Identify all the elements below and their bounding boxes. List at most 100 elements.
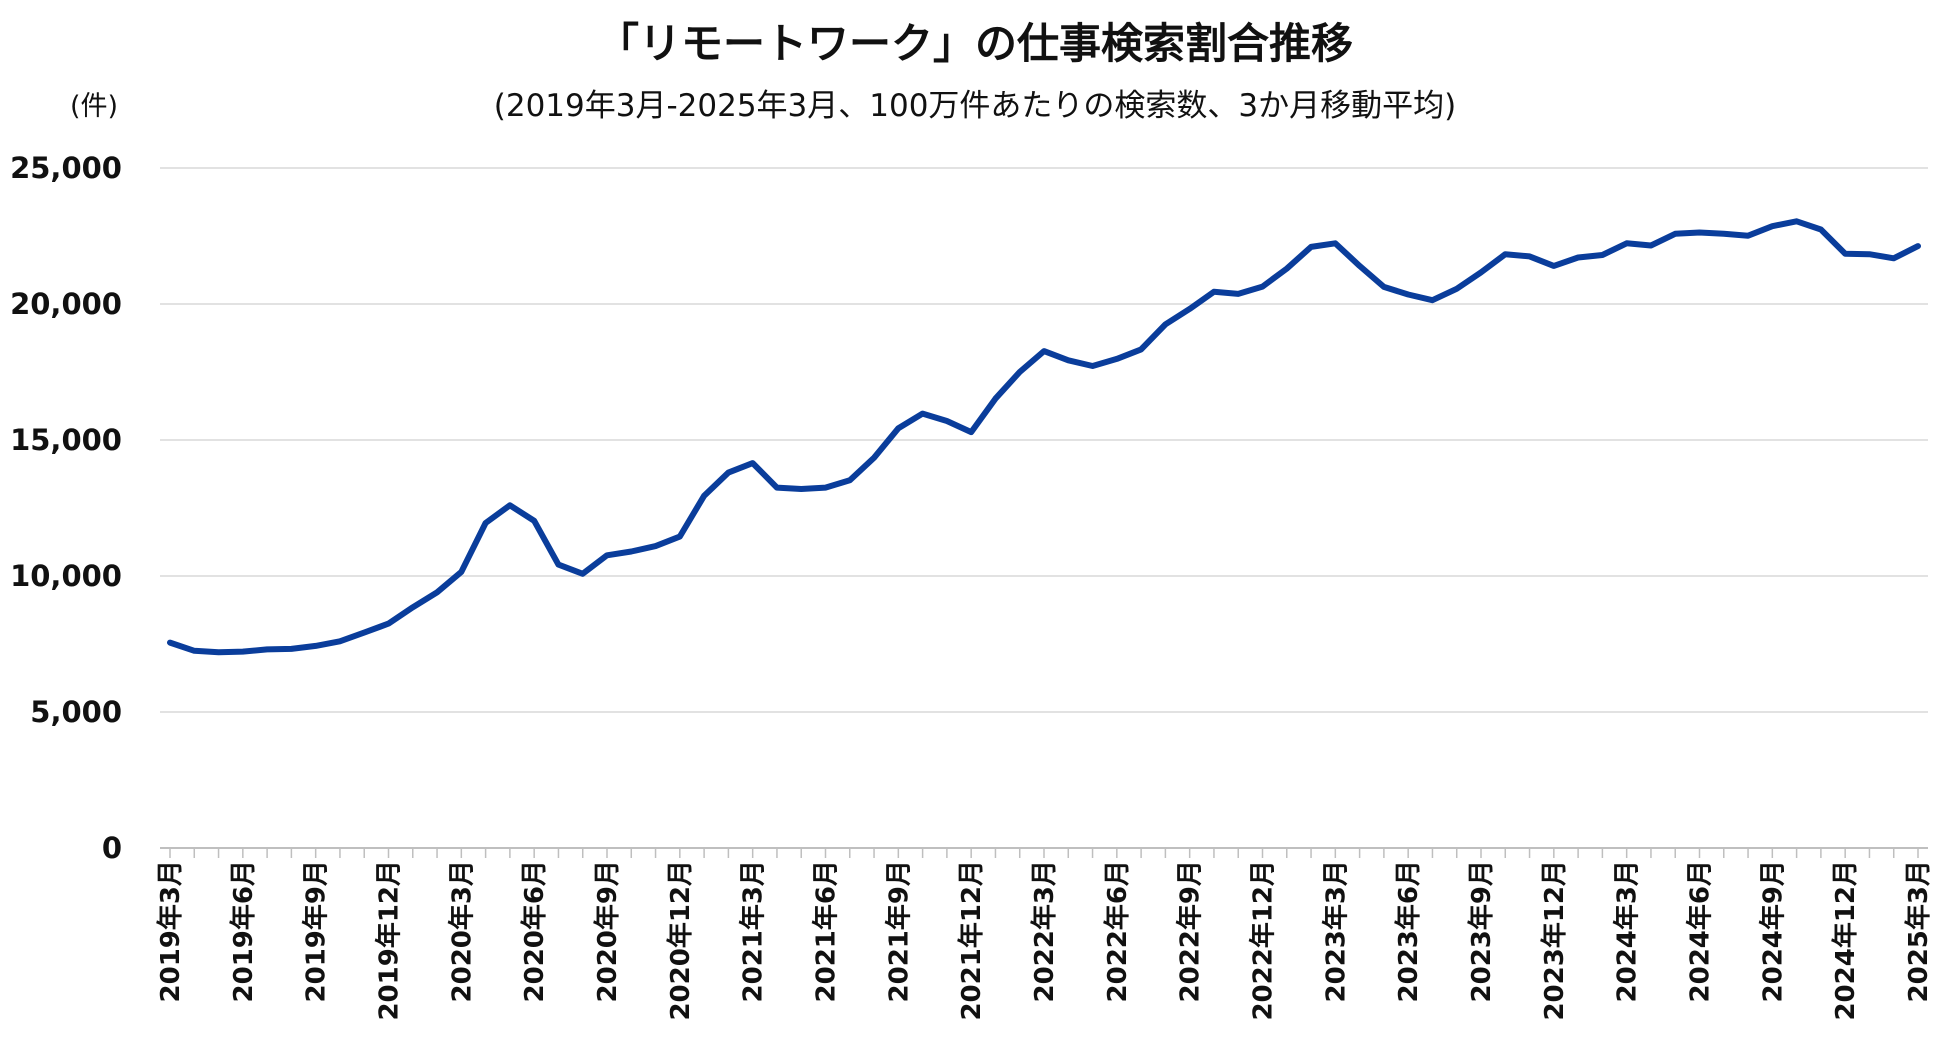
y-axis: 0 5,000 10,000 15,000 20,000 25,000 xyxy=(10,151,122,865)
data-point xyxy=(458,569,464,575)
chart-subtitle: (2019年3月-2025年3月、100万件あたりの検索数、3か月移動平均) xyxy=(493,88,1457,124)
y-tick-label: 5,000 xyxy=(30,695,122,729)
data-point xyxy=(1235,291,1241,297)
data-point xyxy=(677,534,683,540)
data-point xyxy=(531,518,537,524)
x-tick-label: 2024年6月 xyxy=(1685,860,1716,1002)
data-point xyxy=(628,549,634,555)
data-point xyxy=(1187,306,1193,312)
x-tick-label: 2023年12月 xyxy=(1539,860,1570,1021)
data-point xyxy=(847,477,853,483)
x-tick-label: 2022年3月 xyxy=(1029,860,1060,1002)
data-point xyxy=(337,638,343,644)
data-point xyxy=(1818,226,1824,232)
data-point xyxy=(1842,251,1848,257)
data-point xyxy=(1478,269,1484,275)
x-tick-label: 2025年3月 xyxy=(1903,860,1934,1002)
data-point xyxy=(701,493,707,499)
data-point xyxy=(823,485,829,491)
x-tick-label: 2019年6月 xyxy=(228,860,259,1002)
x-tick-label: 2020年12月 xyxy=(665,860,696,1021)
y-tick-label: 15,000 xyxy=(10,423,122,457)
x-tick-label: 2023年9月 xyxy=(1466,860,1497,1002)
data-point xyxy=(386,621,392,627)
data-point xyxy=(1794,218,1800,224)
data-point xyxy=(580,571,586,577)
x-tick-label: 2021年3月 xyxy=(738,860,769,1002)
data-point xyxy=(895,425,901,431)
data-point xyxy=(653,543,659,549)
data-point xyxy=(1891,255,1897,261)
data-point xyxy=(1065,357,1071,363)
data-point xyxy=(774,485,780,491)
data-point xyxy=(1915,243,1921,249)
data-point xyxy=(1381,284,1387,290)
series-layer xyxy=(167,218,1921,656)
data-point xyxy=(167,640,173,646)
data-point xyxy=(555,562,561,568)
data-point xyxy=(1648,243,1654,249)
data-point xyxy=(798,486,804,492)
y-tick-label: 20,000 xyxy=(10,287,122,321)
data-point xyxy=(483,520,489,526)
y-tick-label: 25,000 xyxy=(10,151,122,185)
data-point xyxy=(434,589,440,595)
x-tick-label: 2020年6月 xyxy=(519,860,550,1002)
data-point xyxy=(1721,231,1727,237)
data-point xyxy=(1332,240,1338,246)
data-point xyxy=(507,502,513,508)
x-tick-label: 2023年6月 xyxy=(1393,860,1424,1002)
grid-layer xyxy=(160,167,1928,713)
x-tick-label: 2024年3月 xyxy=(1612,860,1643,1002)
data-point xyxy=(264,646,270,652)
data-point xyxy=(1527,253,1533,259)
data-point xyxy=(968,429,974,435)
x-tick-label: 2021年12月 xyxy=(956,860,987,1021)
data-point xyxy=(1454,286,1460,292)
data-point xyxy=(1017,369,1023,375)
data-point xyxy=(1308,244,1314,250)
x-tick-label: 2019年12月 xyxy=(374,860,405,1021)
y-tick-label: 10,000 xyxy=(10,559,122,593)
data-point xyxy=(1041,348,1047,354)
data-point xyxy=(361,630,367,636)
data-point xyxy=(1429,297,1435,303)
data-point xyxy=(1114,356,1120,362)
data-point xyxy=(1405,291,1411,297)
data-point xyxy=(1211,289,1217,295)
data-point xyxy=(216,649,222,655)
data-point xyxy=(288,646,294,652)
data-point xyxy=(1090,363,1096,369)
data-point xyxy=(1357,263,1363,269)
data-point xyxy=(725,470,731,476)
x-tick-label: 2019年9月 xyxy=(301,860,332,1002)
data-point xyxy=(750,460,756,466)
data-point xyxy=(992,396,998,402)
x-tick-label: 2022年6月 xyxy=(1102,860,1133,1002)
data-point xyxy=(410,604,416,610)
x-tick-label: 2022年9月 xyxy=(1175,860,1206,1002)
data-point xyxy=(1575,254,1581,260)
data-point xyxy=(1551,263,1557,269)
x-tick-label: 2021年6月 xyxy=(811,860,842,1002)
chart-title: 「リモートワーク」の仕事検索割合推移 xyxy=(596,19,1353,68)
data-point xyxy=(1866,251,1872,257)
data-point xyxy=(871,455,877,461)
data-point xyxy=(1284,266,1290,272)
x-tick-label: 2024年9月 xyxy=(1757,860,1788,1002)
data-point xyxy=(191,648,197,654)
data-point xyxy=(1138,346,1144,352)
data-point xyxy=(1162,321,1168,327)
series-line xyxy=(167,218,1921,656)
data-point xyxy=(1502,251,1508,257)
x-tick-label: 2020年3月 xyxy=(446,860,477,1002)
data-point xyxy=(1260,284,1266,290)
data-point xyxy=(920,411,926,417)
data-point xyxy=(240,649,246,655)
data-point xyxy=(1769,223,1775,229)
x-tick-label: 2021年9月 xyxy=(883,860,914,1002)
data-point xyxy=(1672,231,1678,237)
x-tick-label: 2022年12月 xyxy=(1248,860,1279,1021)
data-point xyxy=(944,418,950,424)
